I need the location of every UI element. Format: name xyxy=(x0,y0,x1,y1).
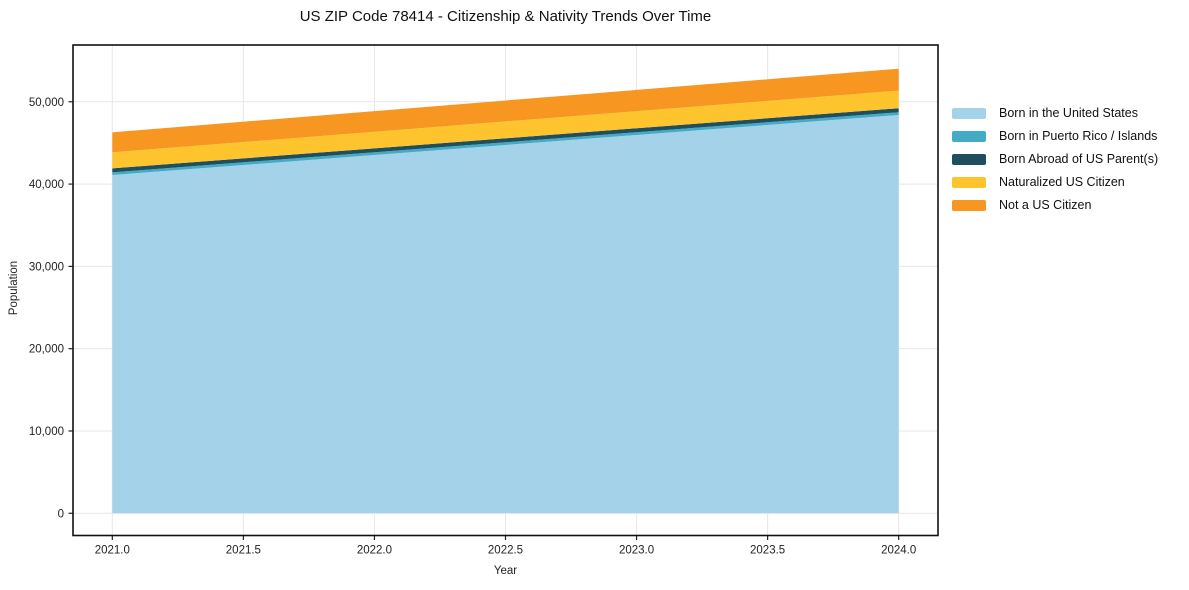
area-series-4 xyxy=(112,68,899,153)
legend-swatch-icon xyxy=(952,199,986,211)
x-tick-label: 2023.5 xyxy=(750,545,785,557)
y-tick-label: 40,000 xyxy=(29,179,64,191)
x-axis-label: Year xyxy=(493,565,518,577)
y-tick-label: 50,000 xyxy=(29,97,64,109)
area-series-1 xyxy=(112,112,899,176)
legend-swatch-icon xyxy=(952,153,986,165)
y-tick-label: 0 xyxy=(58,508,64,520)
legend-item-label: Born in Puerto Rico / Islands xyxy=(999,129,1158,143)
plot-frame xyxy=(72,44,939,537)
area-series-0 xyxy=(112,114,899,514)
legend-item-label: Born in the United States xyxy=(999,106,1138,120)
area-series-2 xyxy=(112,108,899,173)
x-tick-label: 2021.5 xyxy=(226,545,261,557)
legend: Born in the United States Born in Puerto … xyxy=(952,104,1158,214)
y-tick-label: 10,000 xyxy=(29,426,64,438)
legend-item: Born in Puerto Rico / Islands xyxy=(952,127,1158,145)
y-axis-label: Population xyxy=(8,260,20,316)
x-tick-label: 2022.5 xyxy=(488,545,523,557)
x-tick-label: 2023.0 xyxy=(619,545,654,557)
legend-swatch-icon xyxy=(952,176,986,188)
legend-item: Not a US Citizen xyxy=(952,196,1158,214)
legend-item: Born in the United States xyxy=(952,104,1158,122)
x-tick-label: 2021.0 xyxy=(95,545,130,557)
x-tick-label: 2022.0 xyxy=(357,545,392,557)
x-tick-label: 2024.0 xyxy=(881,545,916,557)
y-tick-label: 30,000 xyxy=(29,261,64,273)
area-series-3 xyxy=(112,90,899,169)
legend-item: Naturalized US Citizen xyxy=(952,173,1158,191)
chart-title: US ZIP Code 78414 - Citizenship & Nativi… xyxy=(299,8,712,25)
legend-item-label: Naturalized US Citizen xyxy=(999,175,1125,189)
legend-item-label: Born Abroad of US Parent(s) xyxy=(999,152,1159,166)
legend-swatch-icon xyxy=(952,130,986,142)
legend-item: Born Abroad of US Parent(s) xyxy=(952,150,1158,168)
y-tick-label: 20,000 xyxy=(29,344,64,356)
legend-item-label: Not a US Citizen xyxy=(999,198,1092,212)
legend-swatch-icon xyxy=(952,107,986,119)
